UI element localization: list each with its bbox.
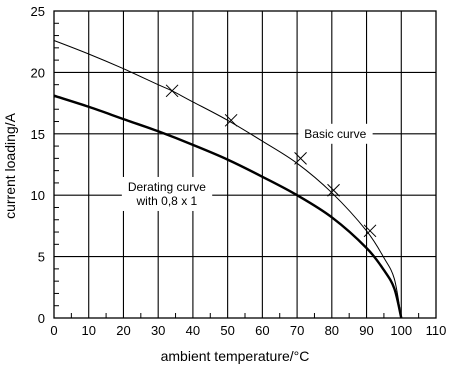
x-tick-label: 90 <box>359 323 373 338</box>
y-axis-label: current loading/A <box>2 112 18 219</box>
y-tick-labels: 0 5 10 15 20 25 <box>31 4 45 326</box>
annotation-background <box>298 123 373 144</box>
x-tick-label: 40 <box>186 323 200 338</box>
x-marker <box>363 224 377 238</box>
x-tick-label: 0 <box>50 323 57 338</box>
x-tick-label: 30 <box>151 323 165 338</box>
x-tick-labels: 0 10 20 30 40 50 60 70 80 90 100 110 <box>50 323 446 338</box>
y-tick-label: 15 <box>31 127 45 142</box>
x-tick-label: 70 <box>290 323 304 338</box>
y-tick-label: 5 <box>38 250 45 265</box>
annotation-text: Derating curve <box>128 180 206 194</box>
basic-curve-line <box>53 40 402 319</box>
curves <box>53 40 403 319</box>
x-tick-label: 20 <box>116 323 130 338</box>
x-tick-label: 50 <box>220 323 234 338</box>
chart-grid <box>54 11 436 318</box>
x-tick-label: 60 <box>255 323 269 338</box>
x-axis-label: ambient temperature/°C <box>161 348 310 364</box>
plot-frame <box>53 10 437 319</box>
annotation-background <box>121 176 213 211</box>
y-tick-label: 25 <box>31 4 45 19</box>
x-tick-label: 80 <box>325 323 339 338</box>
x-marker <box>165 84 179 98</box>
x-tick-label: 100 <box>390 323 412 338</box>
x-marker <box>224 113 238 127</box>
annotation-basic: Basic curve <box>298 123 373 144</box>
annotation-text: with 0,8 x 1 <box>136 194 198 208</box>
derating-curve-line <box>53 94 403 319</box>
x-marker <box>327 183 340 197</box>
y-tick-label: 20 <box>31 65 45 80</box>
y-tick-label: 10 <box>31 188 45 203</box>
x-tick-label: 110 <box>426 323 447 338</box>
x-tick-label: 10 <box>81 323 95 338</box>
annotation-text: Basic curve <box>304 127 366 141</box>
x-marker <box>294 152 307 165</box>
plot-border <box>53 10 437 319</box>
y-tick-label: 0 <box>38 311 45 326</box>
curve-markers <box>165 84 377 238</box>
